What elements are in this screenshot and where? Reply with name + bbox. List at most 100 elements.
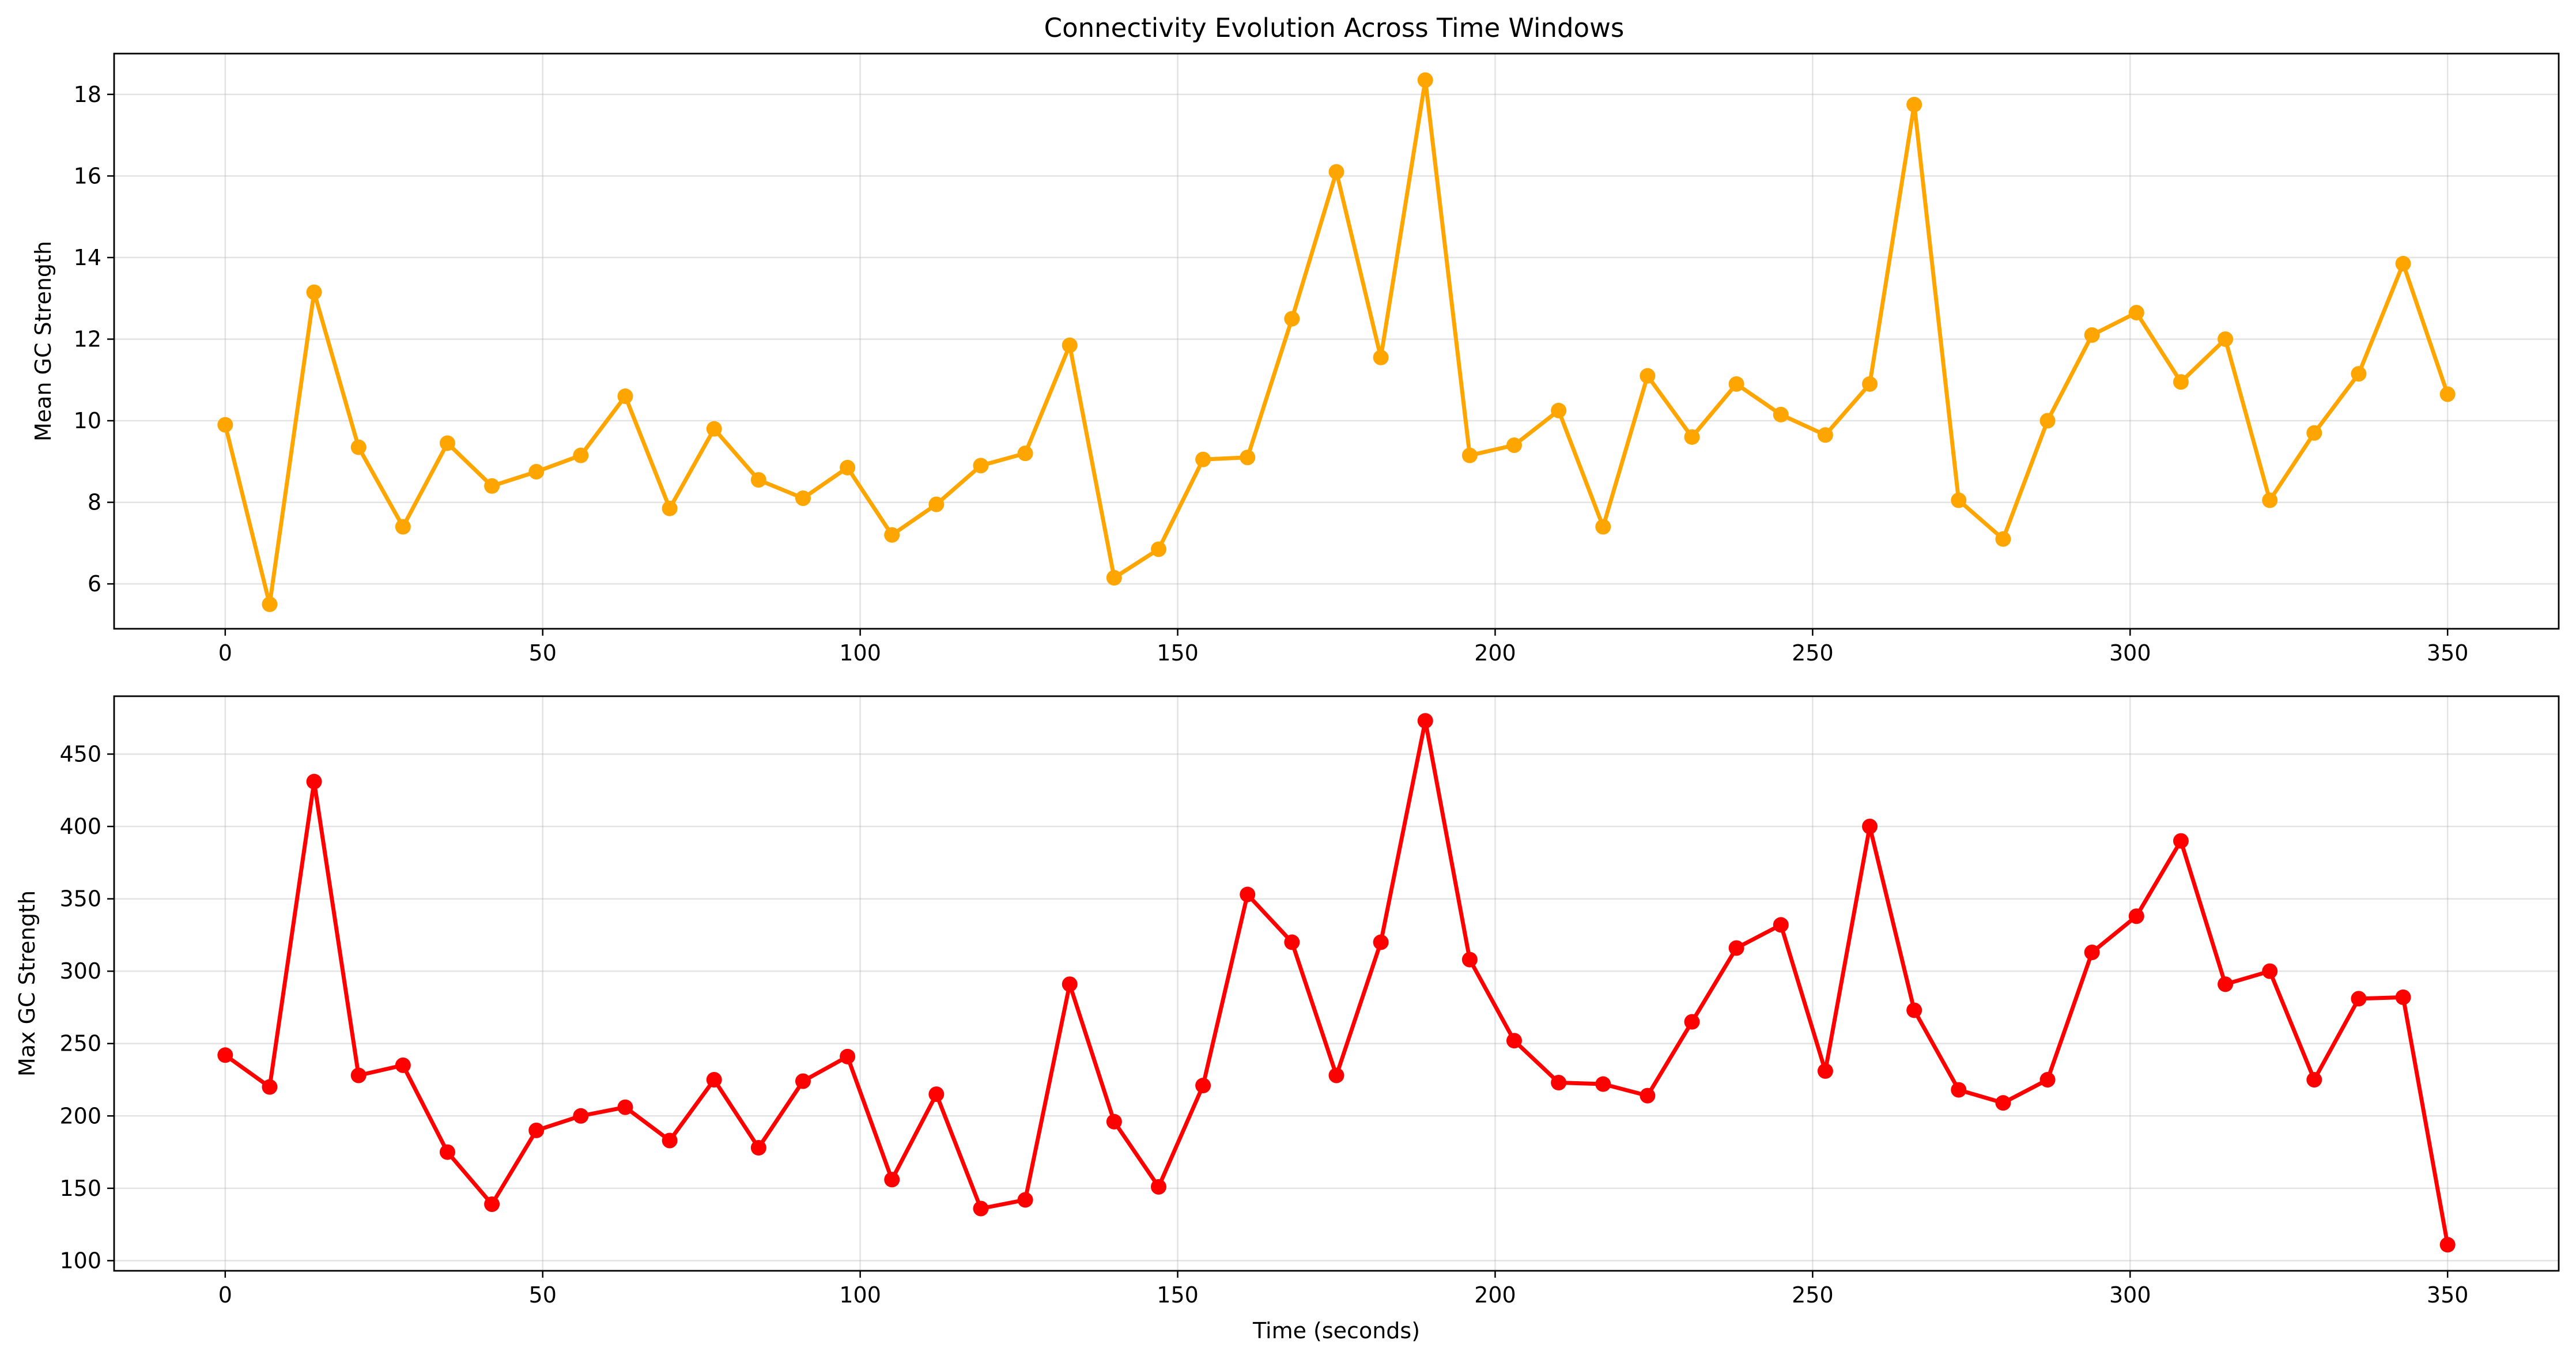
max-data-point xyxy=(1640,1088,1656,1104)
mean-data-point xyxy=(2395,256,2411,272)
mean-data-point xyxy=(1417,72,1433,88)
mean-data-point xyxy=(1373,349,1389,365)
max-data-point xyxy=(840,1048,856,1064)
max-data-point xyxy=(1417,713,1433,729)
y-tick-label: 18 xyxy=(74,82,101,107)
y-tick-label: 250 xyxy=(59,1031,101,1056)
mean-data-point xyxy=(1862,376,1878,392)
max-data-point xyxy=(1817,1063,1833,1079)
mean-data-point xyxy=(1551,402,1567,418)
max-data-point xyxy=(1017,1192,1033,1208)
y-tick-label: 100 xyxy=(59,1248,101,1273)
axes-frame xyxy=(113,52,2560,630)
mean-data-point xyxy=(1951,492,1967,508)
y-tick-label: 200 xyxy=(59,1103,101,1128)
mean-data-point xyxy=(484,478,500,494)
max-data-point xyxy=(1728,940,1744,956)
max-data-point xyxy=(1951,1082,1967,1098)
mean-data-point xyxy=(2218,331,2234,347)
mean-data-point xyxy=(1728,376,1744,392)
max-data-point xyxy=(528,1122,545,1138)
max-data-point xyxy=(573,1108,589,1124)
max-data-point xyxy=(484,1196,500,1212)
mean-data-point xyxy=(573,447,589,463)
y-tick-label: 14 xyxy=(74,245,101,270)
y-tick-label: 350 xyxy=(59,886,101,912)
y-tick-label: 12 xyxy=(74,326,101,352)
max-data-point xyxy=(1328,1067,1344,1083)
max-data-point xyxy=(306,773,322,790)
max-data-point xyxy=(2262,963,2278,979)
mean-data-point xyxy=(1195,451,1211,467)
max-data-point xyxy=(1240,886,1256,903)
max-data-point xyxy=(973,1200,989,1217)
mean-data-point xyxy=(395,519,411,535)
axes-frame xyxy=(113,695,2560,1272)
mean-data-point xyxy=(840,459,856,475)
x-tick-label: 250 xyxy=(1792,1282,1834,1308)
x-axis-label: Time (seconds) xyxy=(1252,1318,1420,1343)
max-data-point xyxy=(2439,1237,2456,1253)
max-data-point xyxy=(2351,991,2367,1007)
x-tick-label: 350 xyxy=(2427,640,2469,666)
max-data-point xyxy=(2039,1072,2056,1088)
x-tick-label: 150 xyxy=(1157,1282,1199,1308)
mean-data-point xyxy=(1062,337,1078,353)
y-tick-label: 450 xyxy=(59,741,101,767)
y-tick-label: 150 xyxy=(59,1176,101,1201)
mean-data-point xyxy=(1106,570,1122,586)
y-tick-label: 400 xyxy=(59,814,101,839)
max-data-point xyxy=(1595,1076,1611,1092)
max-data-point xyxy=(750,1140,766,1156)
mean-data-point xyxy=(1150,541,1166,557)
mean-data-point xyxy=(1461,447,1478,463)
max-data-point xyxy=(928,1086,945,1103)
mean-data-point xyxy=(617,388,633,405)
max-data-point xyxy=(1106,1113,1122,1130)
mean-data-point xyxy=(2084,327,2100,343)
x-tick-label: 350 xyxy=(2427,1282,2469,1308)
mean-data-point xyxy=(2306,425,2322,441)
mean-data-point xyxy=(1328,164,1344,180)
mean-gc-strength-panel: 0 50 100 150 200 250 300 350 6 8 10 12 14 16 18 Mean GC… xyxy=(31,52,2560,666)
mean-data-point xyxy=(884,527,900,543)
y-tick-label: 6 xyxy=(88,571,101,596)
max-data-point xyxy=(2395,989,2411,1005)
mean-data-point xyxy=(1595,519,1611,535)
mean-data-point xyxy=(1684,429,1700,445)
max-data-point xyxy=(1995,1095,2011,1111)
max-data-point xyxy=(1862,818,1878,835)
max-gc-strength-panel: 0 50 100 150 200 250 300 350 100 150 200 250 300 350 4… xyxy=(14,695,2560,1343)
mean-data-point xyxy=(973,458,989,474)
mean-data-point xyxy=(2351,366,2367,382)
y-tick-label: 16 xyxy=(74,163,101,188)
mean-data-point xyxy=(1773,406,1789,422)
mean-data-point xyxy=(2128,304,2144,320)
max-data-point xyxy=(1062,976,1078,992)
mean-data-point xyxy=(528,463,545,479)
max-data-point xyxy=(217,1047,233,1063)
max-data-point xyxy=(1461,952,1478,968)
max-data-point xyxy=(1195,1078,1211,1094)
mean-data-point xyxy=(1284,311,1300,327)
mean-data-point xyxy=(439,435,455,451)
max-data-point xyxy=(1373,934,1389,950)
max-data-point xyxy=(262,1079,278,1095)
y-axis-label: Max GC Strength xyxy=(14,890,40,1077)
chart-title: Connectivity Evolution Across Time Windo… xyxy=(1044,13,1625,43)
max-data-point xyxy=(1150,1179,1166,1195)
max-data-point xyxy=(2218,976,2234,992)
mean-data-point xyxy=(1506,437,1523,453)
max-data-point xyxy=(795,1073,811,1089)
x-tick-label: 200 xyxy=(1474,1282,1516,1308)
mean-data-point xyxy=(1017,445,1033,462)
max-series-line xyxy=(223,719,2450,1247)
x-tick-label: 100 xyxy=(839,1282,881,1308)
mean-data-point xyxy=(662,500,678,516)
x-tick-label: 300 xyxy=(2109,1282,2151,1308)
max-data-point xyxy=(1906,1002,1922,1018)
mean-data-point xyxy=(750,472,766,488)
y-tick-label: 8 xyxy=(88,490,101,515)
max-data-point xyxy=(350,1067,367,1083)
mean-data-point xyxy=(706,421,722,437)
